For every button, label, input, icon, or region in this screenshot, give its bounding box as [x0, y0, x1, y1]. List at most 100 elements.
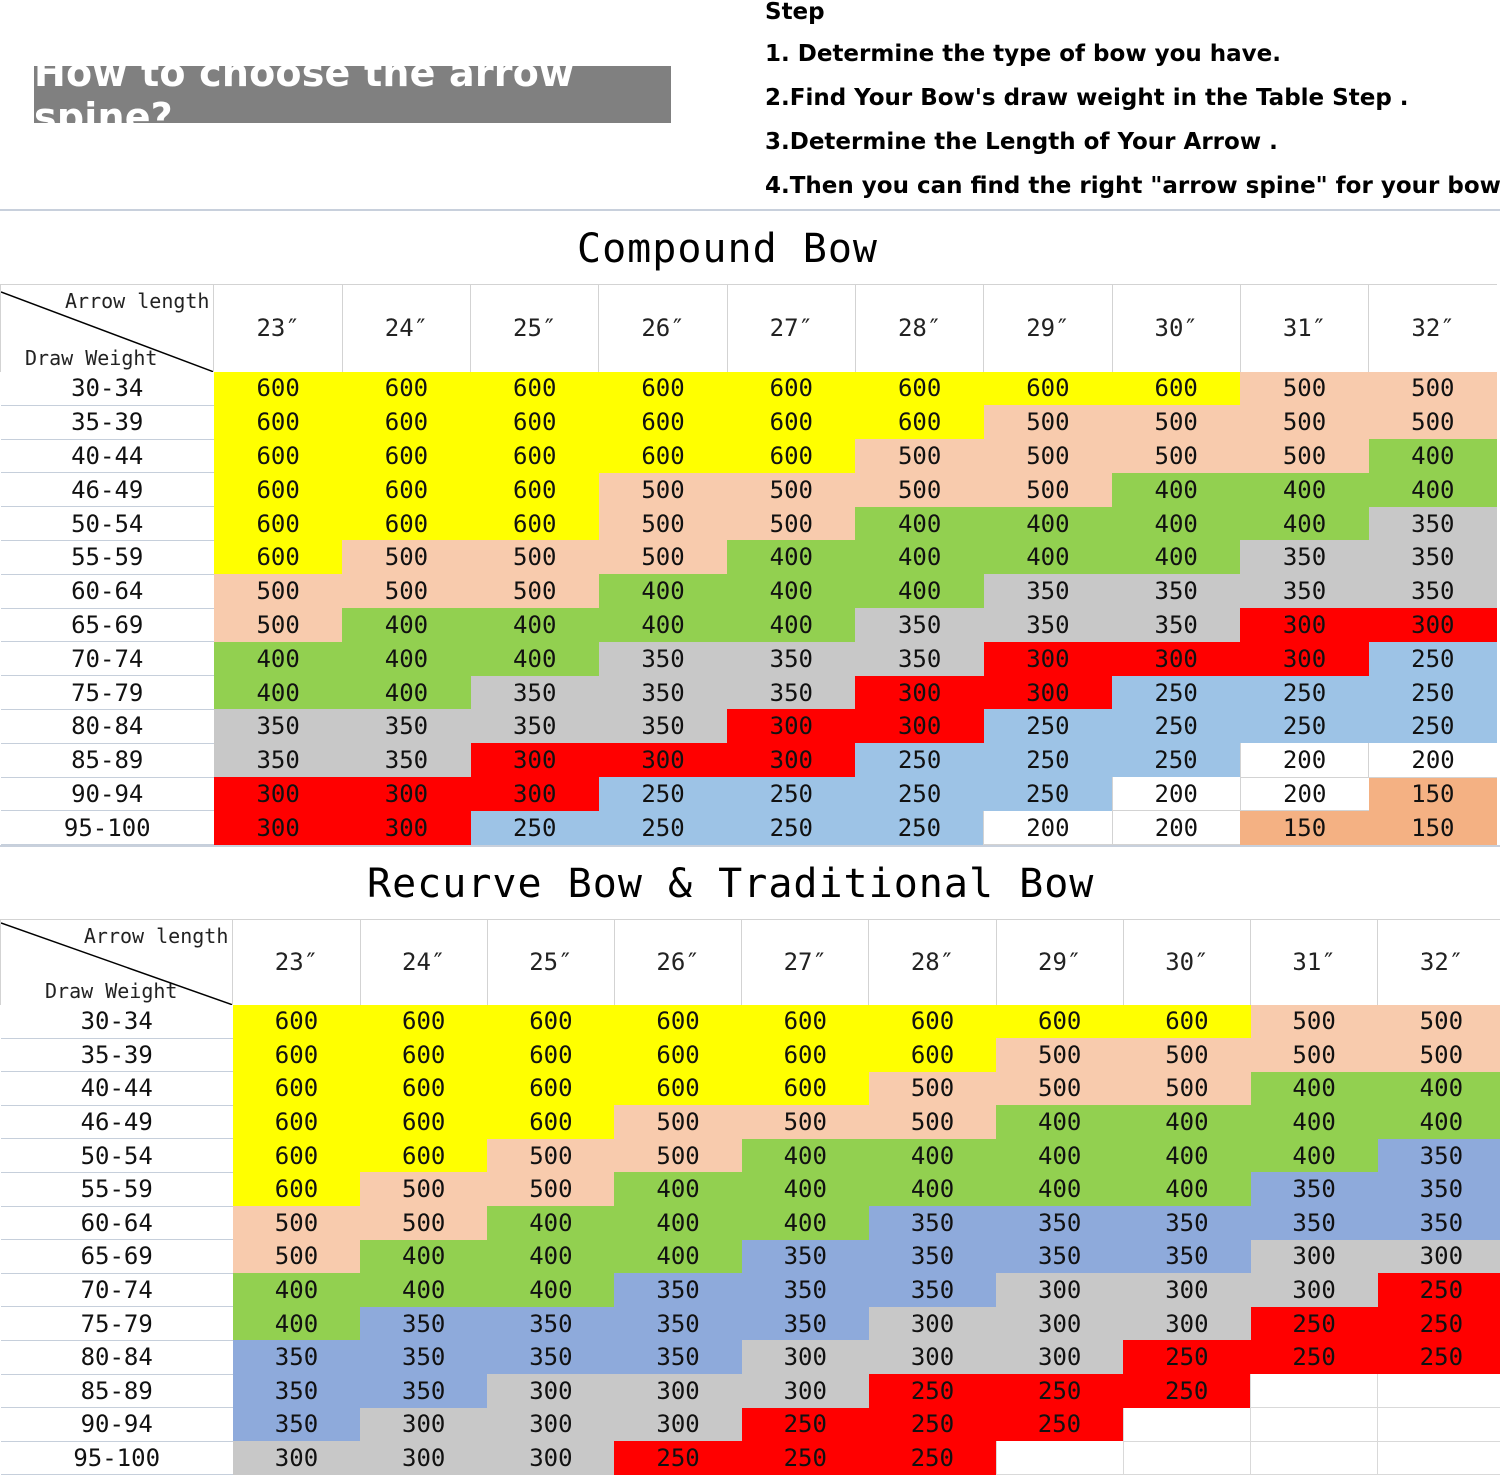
spine-value-cell: 300 — [983, 641, 1113, 676]
spine-value-cell: 300 — [213, 810, 343, 845]
spine-value-cell: 250 — [1368, 641, 1497, 676]
column-header-length: 29″ — [995, 919, 1124, 1005]
spine-value-cell: 600 — [741, 1038, 869, 1072]
spine-value-cell: 300 — [232, 1441, 361, 1475]
spine-value-cell: 350 — [983, 608, 1113, 642]
header-banner: How to choose the arrow spine? — [34, 50, 671, 139]
draw-weight-cell: 85-89 — [0, 743, 214, 778]
spine-value-cell: 300 — [741, 1374, 869, 1408]
spine-value-cell: 350 — [598, 675, 728, 710]
spine-value-cell: 400 — [213, 641, 343, 676]
page-title: How to choose the arrow spine? — [34, 50, 575, 139]
table-row: 75-79 400 400 350 350 350 300 300 250 250 250 — [0, 675, 1497, 710]
arrow-length-label: Arrow length — [83, 924, 229, 948]
spine-value-cell: 600 — [727, 405, 856, 440]
spine-value-cell: 600 — [232, 1105, 361, 1139]
draw-weight-cell: 35-39 — [0, 1038, 233, 1073]
draw-weight-cell: 46-49 — [0, 472, 214, 508]
spine-value-cell: 400 — [996, 1105, 1124, 1139]
spine-value-cell: 600 — [470, 371, 599, 406]
spine-value-cell: 350 — [614, 1340, 742, 1375]
spine-value-cell: 400 — [360, 1273, 488, 1307]
spine-value-cell: 400 — [727, 608, 856, 642]
spine-value-cell: 600 — [213, 472, 343, 507]
draw-weight-cell: 85-89 — [0, 1374, 233, 1409]
spine-value-cell: 600 — [741, 1071, 869, 1106]
spine-value-cell: 300 — [855, 709, 984, 744]
spine-value-cell: 600 — [487, 1004, 615, 1039]
draw-weight-cell: 55-59 — [0, 1172, 233, 1207]
spine-value-cell: 400 — [598, 608, 728, 642]
spine-value-cell: 500 — [741, 1105, 869, 1139]
spine-value-cell: 400 — [342, 641, 471, 676]
spine-value-cell: 250 — [1112, 743, 1241, 778]
column-header-length: 26″ — [613, 919, 742, 1005]
step-item-1: 1. Determine the type of bow you have. — [765, 41, 1281, 67]
spine-value-cell: 500 — [470, 540, 599, 575]
spine-value-cell: 350 — [868, 1239, 997, 1274]
table-row: 30-34 600 600 600 600 600 600 600 600 500 500 — [0, 371, 1497, 406]
spine-value-cell: 250 — [1240, 709, 1369, 744]
spine-value-cell: 400 — [232, 1306, 361, 1341]
spine-value-cell: 600 — [342, 472, 471, 507]
spine-value-cell: 500 — [614, 1138, 742, 1173]
spine-value-cell: 350 — [1377, 1206, 1500, 1240]
spine-value-cell: 500 — [1250, 1004, 1378, 1039]
spine-value-cell: 350 — [213, 743, 343, 778]
table-row: 75-79 400 350 350 350 350 300 300 300 250 250 — [0, 1306, 1500, 1341]
draw-weight-cell: 75-79 — [0, 1306, 233, 1341]
spine-value-cell: 300 — [1123, 1306, 1251, 1341]
spine-value-cell: 300 — [996, 1340, 1124, 1375]
spine-value-cell: 350 — [470, 709, 599, 744]
spine-value-cell: 400 — [1123, 1105, 1251, 1139]
spine-value-cell: 400 — [1377, 1105, 1500, 1139]
spine-value-cell: 400 — [487, 1273, 615, 1307]
spine-value-cell: 300 — [1250, 1273, 1378, 1307]
column-header-length: 32″ — [1377, 919, 1500, 1005]
corner-diagonal — [1, 291, 214, 372]
spine-value-cell: 200 — [1111, 777, 1241, 812]
spine-value-cell: 300 — [727, 743, 856, 778]
draw-weight-cell: 80-84 — [0, 709, 214, 744]
spine-value-cell: 300 — [598, 743, 728, 778]
spine-value-cell: 400 — [487, 1206, 615, 1240]
spine-value-cell: 600 — [996, 1004, 1124, 1039]
table-row: 55-59 600 500 500 400 400 400 400 400 350 350 — [0, 1172, 1500, 1207]
spine-value-cell: 400 — [213, 675, 343, 710]
spine-value-cell: 350 — [996, 1206, 1124, 1240]
spine-value-cell: 500 — [1250, 1038, 1378, 1072]
spine-value-cell: 600 — [855, 371, 984, 406]
spine-value-cell — [1377, 1407, 1500, 1442]
spine-value-cell: 400 — [1123, 1172, 1251, 1207]
table-row: 50-54 600 600 600 500 500 400 400 400 400 350 — [0, 506, 1497, 541]
spine-value-cell: 600 — [727, 371, 856, 406]
table-row: 60-64 500 500 400 400 400 350 350 350 350 350 — [0, 1206, 1500, 1241]
draw-weight-cell: 40-44 — [0, 1071, 233, 1106]
spine-value-cell: 500 — [470, 574, 599, 609]
column-header-length: 27″ — [726, 284, 856, 372]
spine-value-cell: 250 — [983, 743, 1113, 778]
table-row: 46-49 600 600 600 500 500 500 400 400 400 400 — [0, 1105, 1500, 1140]
spine-value-cell: 400 — [727, 540, 856, 575]
spine-value-cell: 400 — [1112, 472, 1241, 507]
divider — [0, 209, 1500, 211]
spine-value-cell: 300 — [487, 1441, 615, 1475]
spine-value-cell: 500 — [342, 540, 471, 575]
spine-value-cell: 250 — [1250, 1306, 1378, 1341]
spine-value-cell: 300 — [996, 1273, 1124, 1307]
draw-weight-cell: 30-34 — [0, 1004, 233, 1039]
spine-value-cell: 300 — [868, 1306, 997, 1341]
spine-value-cell: 350 — [741, 1239, 869, 1274]
spine-value-cell: 150 — [1240, 810, 1369, 845]
draw-weight-cell: 70-74 — [0, 1273, 233, 1308]
spine-value-cell: 600 — [232, 1071, 361, 1106]
spine-value-cell: 250 — [614, 1441, 742, 1475]
spine-value-cell: 350 — [983, 574, 1113, 609]
step-item-2: 2.Find Your Bow's draw weight in the Tab… — [765, 85, 1409, 111]
spine-value-cell: 300 — [470, 743, 599, 778]
spine-value-cell: 300 — [868, 1340, 997, 1375]
steps-heading: Step — [765, 0, 825, 25]
draw-weight-cell: 60-64 — [0, 1206, 233, 1241]
spine-value-cell: 350 — [727, 641, 856, 676]
spine-value-cell: 200 — [1111, 810, 1241, 846]
